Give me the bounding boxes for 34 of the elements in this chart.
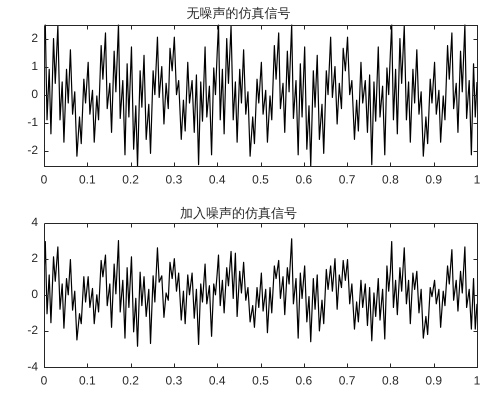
- x-tick-label: 0.8: [382, 374, 400, 388]
- y-tick-label: -2: [27, 142, 38, 157]
- x-tick-label: 0.6: [295, 374, 312, 388]
- x-tick-label: 0.5: [252, 172, 270, 187]
- x-tick-label: 0.1: [78, 374, 96, 388]
- y-tick-label: 0: [31, 86, 38, 101]
- x-tick-label: 0.2: [122, 374, 140, 388]
- x-tick-label: 0.5: [252, 374, 270, 388]
- x-tick-label: 0.9: [425, 172, 442, 187]
- x-tick-label: 0.7: [338, 172, 356, 187]
- y-tick-label: -2: [27, 323, 38, 338]
- y-tick-label: -4: [27, 359, 38, 374]
- x-tick-label: 0: [40, 172, 48, 187]
- x-tick-label: 0.3: [166, 172, 183, 187]
- x-tick-label: 0: [40, 374, 48, 388]
- y-tick-label: 2: [31, 251, 38, 266]
- y-tick-label: 0: [31, 287, 38, 302]
- x-tick-label: 0.7: [338, 374, 356, 388]
- x-tick-label: 0.4: [208, 172, 226, 187]
- chart-title: 加入噪声的仿真信号: [180, 205, 297, 220]
- x-tick-label: 0.9: [425, 374, 442, 388]
- y-tick-label: 2: [31, 30, 38, 45]
- x-tick-label: 0.2: [122, 172, 140, 187]
- x-tick-label: 0.8: [382, 172, 400, 187]
- y-tick-label: 1: [31, 58, 38, 73]
- y-tick-label: 4: [31, 214, 38, 229]
- x-tick-label: 0.6: [295, 172, 312, 187]
- x-tick-label: 1: [474, 374, 481, 388]
- chart-title: 无噪声的仿真信号: [186, 5, 290, 20]
- y-tick-label: -1: [27, 114, 38, 129]
- x-tick-label: 0.4: [208, 374, 226, 388]
- x-tick-label: 1: [474, 172, 481, 187]
- x-tick-label: 0.3: [166, 374, 183, 388]
- x-tick-label: 0.1: [78, 172, 96, 187]
